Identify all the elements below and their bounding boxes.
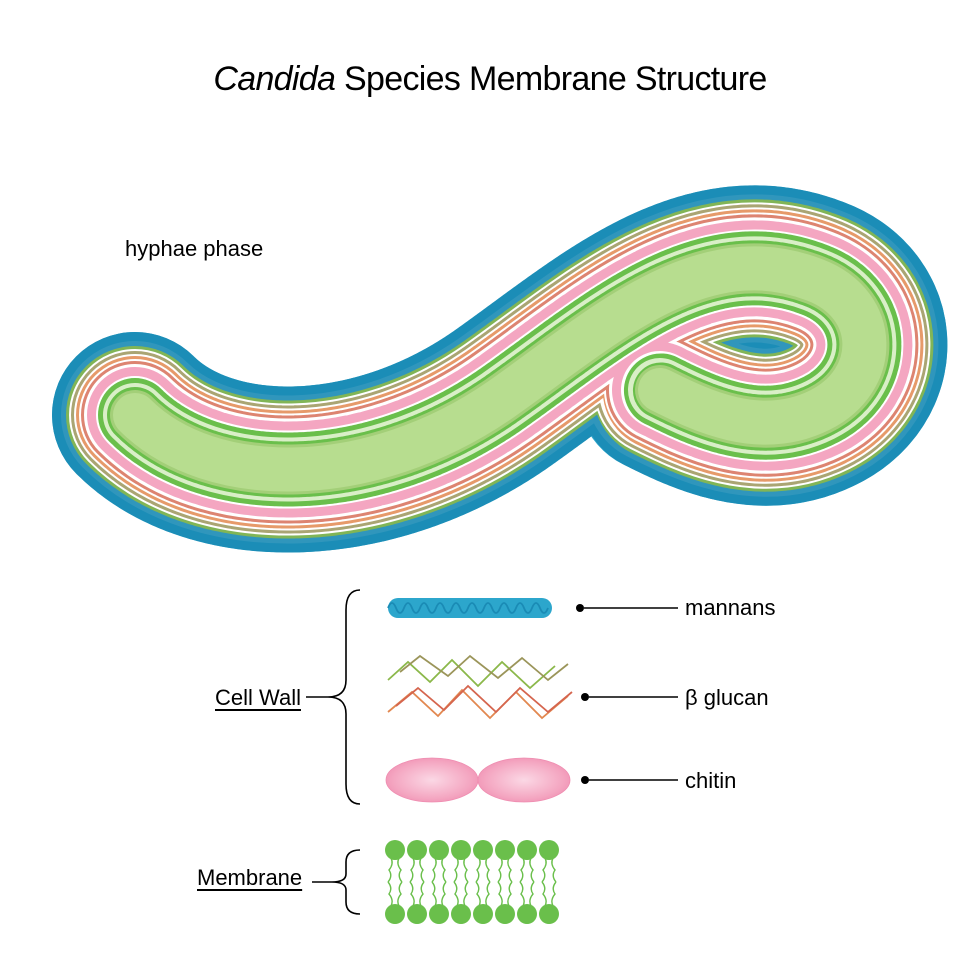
bracket-membrane — [332, 850, 360, 914]
legend-membrane-icon — [385, 840, 559, 924]
diagram-canvas: Candida Species Membrane Structure hypha… — [0, 0, 980, 980]
legend-glucan-icon — [388, 656, 572, 718]
label-mannans: mannans — [685, 595, 776, 621]
bracket-cell-wall — [328, 590, 360, 804]
label-chitin: chitin — [685, 768, 736, 794]
legend — [0, 0, 980, 980]
label-glucan: β glucan — [685, 685, 769, 711]
leader-dot-chitin — [581, 776, 589, 784]
label-membrane: Membrane — [197, 865, 302, 891]
legend-mannans-icon — [388, 598, 552, 618]
label-cell-wall: Cell Wall — [215, 685, 301, 711]
leader-dot-glucan — [581, 693, 589, 701]
leader-dot-mannans — [576, 604, 584, 612]
legend-chitin-icon — [386, 758, 570, 802]
